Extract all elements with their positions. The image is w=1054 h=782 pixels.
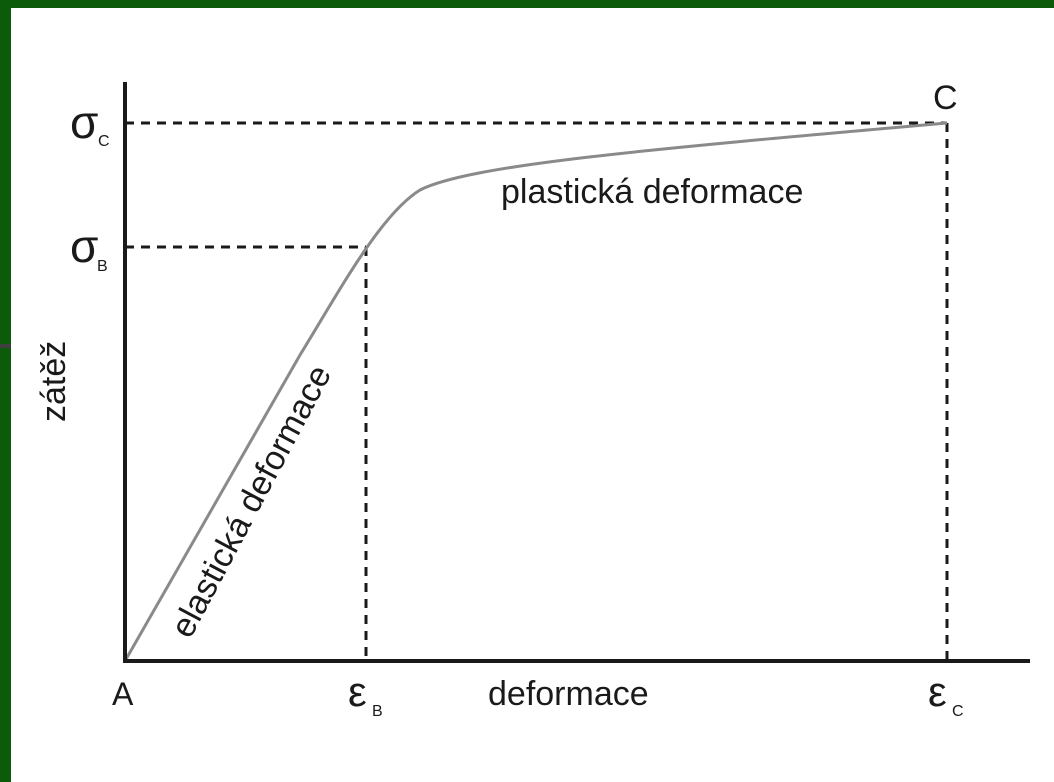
epsilon-c-label: ε C [928, 668, 964, 720]
epsilon-b-symbol: ε [348, 668, 367, 715]
frame-edge-mark [0, 344, 11, 348]
y-axis-label: zátěž [35, 341, 73, 422]
sigma-b-symbol: σ [70, 220, 98, 272]
point-c-label: C [933, 79, 958, 117]
x-axis-label: deformace [488, 675, 649, 713]
diagram-panel [11, 8, 1054, 782]
plastic-region-label: plastická deformace [501, 173, 803, 211]
stress-strain-curve [123, 121, 948, 662]
sigma-b-subscript: B [97, 258, 108, 275]
epsilon-c-symbol: ε [928, 668, 947, 715]
sigma-b-label: σ B [70, 220, 108, 275]
sigma-c-label: σ C [70, 96, 110, 150]
epsilon-b-label: ε B [348, 668, 383, 720]
origin-label: A [112, 676, 134, 712]
epsilon-b-subscript: B [372, 703, 383, 720]
epsilon-c-subscript: C [952, 703, 964, 720]
sigma-c-symbol: σ [70, 96, 98, 148]
sigma-c-subscript: C [98, 133, 110, 150]
elastic-region-label: elastická deformace [164, 359, 340, 644]
